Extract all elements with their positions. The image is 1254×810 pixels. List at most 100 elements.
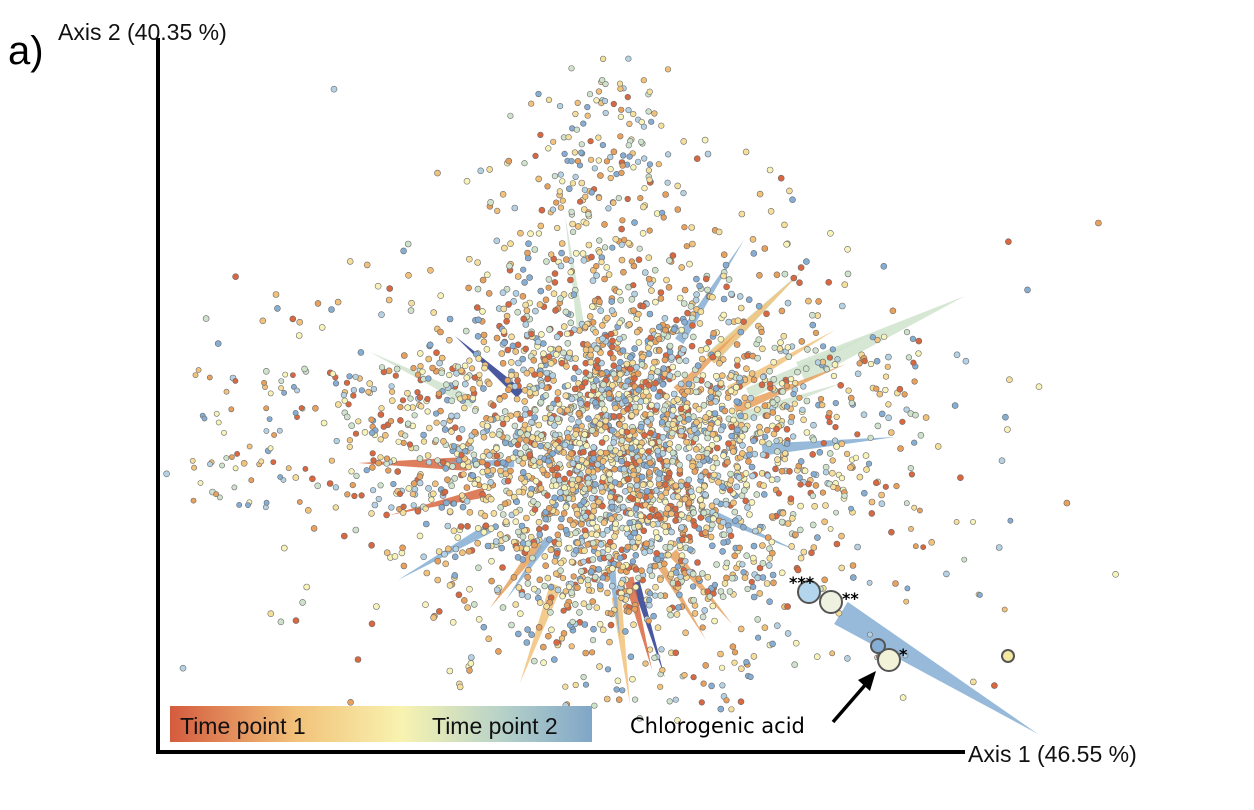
sample-point — [781, 221, 788, 229]
sample-point — [568, 208, 575, 215]
sample-point — [682, 357, 690, 365]
sample-point — [829, 650, 836, 657]
sample-point — [518, 591, 526, 599]
sample-point — [548, 251, 555, 258]
sample-point — [538, 331, 545, 338]
sample-point — [689, 462, 696, 470]
sample-point — [841, 492, 848, 499]
sample-point — [566, 583, 573, 590]
sample-point — [664, 505, 671, 512]
sample-point — [521, 398, 529, 405]
sample-point — [560, 607, 567, 614]
sample-point — [701, 607, 709, 614]
sample-point — [822, 502, 829, 509]
sample-point — [481, 483, 489, 491]
sample-point — [570, 573, 577, 580]
sample-point — [627, 354, 634, 361]
sample-point — [466, 585, 473, 593]
sample-point — [781, 270, 789, 278]
sample-point — [370, 457, 377, 464]
sample-point — [501, 339, 508, 347]
sample-point — [745, 458, 752, 465]
sample-point — [747, 673, 754, 681]
sample-point — [512, 508, 520, 516]
sample-point — [809, 521, 817, 529]
sample-point — [699, 613, 707, 621]
sample-point — [537, 287, 545, 295]
sample-point — [676, 415, 684, 422]
sample-point — [493, 334, 501, 342]
sample-point — [450, 500, 458, 507]
sample-point — [595, 194, 603, 201]
sample-point — [708, 542, 716, 550]
sample-point — [826, 419, 833, 426]
sample-point — [778, 307, 786, 315]
sample-point — [861, 358, 868, 365]
sample-point — [459, 549, 466, 557]
sample-point — [520, 266, 527, 273]
sample-point — [700, 680, 707, 687]
sample-point — [554, 415, 562, 423]
sample-point — [624, 195, 631, 203]
sample-point — [501, 408, 509, 415]
sample-point — [685, 454, 693, 461]
sample-point — [657, 493, 665, 500]
sample-point — [598, 400, 606, 408]
sample-point — [656, 576, 664, 584]
sample-point — [523, 514, 530, 522]
sample-point — [720, 531, 728, 539]
sample-point — [314, 482, 322, 490]
sample-point — [911, 504, 918, 511]
sample-point — [509, 454, 517, 462]
sample-point — [576, 609, 583, 616]
sample-point — [458, 426, 466, 433]
sample-point — [1001, 606, 1008, 613]
sample-point — [642, 388, 650, 396]
sample-point — [797, 481, 804, 488]
sample-point — [557, 295, 564, 302]
sample-point — [688, 224, 696, 231]
sample-point — [465, 463, 472, 471]
sample-point — [522, 405, 529, 413]
sample-point — [612, 404, 619, 412]
sample-point — [681, 371, 689, 379]
sample-point — [710, 329, 718, 337]
sample-point — [622, 397, 629, 405]
sample-point — [378, 311, 385, 319]
sample-point — [607, 174, 614, 182]
sample-point — [758, 381, 766, 389]
sample-point — [370, 386, 378, 393]
sample-point — [646, 310, 654, 318]
sample-point — [278, 378, 285, 384]
sample-point — [760, 482, 768, 490]
sample-point — [912, 543, 919, 550]
sample-point — [784, 603, 791, 610]
sample-point — [271, 432, 277, 438]
sample-point — [340, 532, 348, 540]
sample-point — [828, 469, 836, 477]
sample-point — [580, 448, 587, 456]
sample-point — [885, 401, 892, 408]
sample-point — [554, 531, 562, 539]
sample-point — [552, 307, 559, 314]
sample-point — [416, 455, 424, 462]
sample-point — [646, 88, 653, 95]
sample-point — [358, 387, 366, 394]
sample-point — [601, 423, 609, 431]
sample-point — [648, 401, 655, 409]
sample-point — [420, 553, 428, 561]
sample-point — [876, 390, 884, 398]
sample-point — [833, 443, 840, 450]
sample-point — [635, 310, 642, 318]
sample-point — [652, 583, 659, 591]
sample-point — [792, 531, 799, 539]
sample-point — [797, 458, 805, 465]
sample-point — [568, 415, 575, 423]
sample-point — [582, 681, 590, 688]
significance-marker-3: *** — [789, 573, 815, 592]
sample-point — [363, 467, 370, 474]
sample-point — [736, 374, 743, 382]
sample-point — [617, 296, 625, 304]
sample-point — [528, 330, 535, 338]
sample-point — [541, 414, 549, 422]
